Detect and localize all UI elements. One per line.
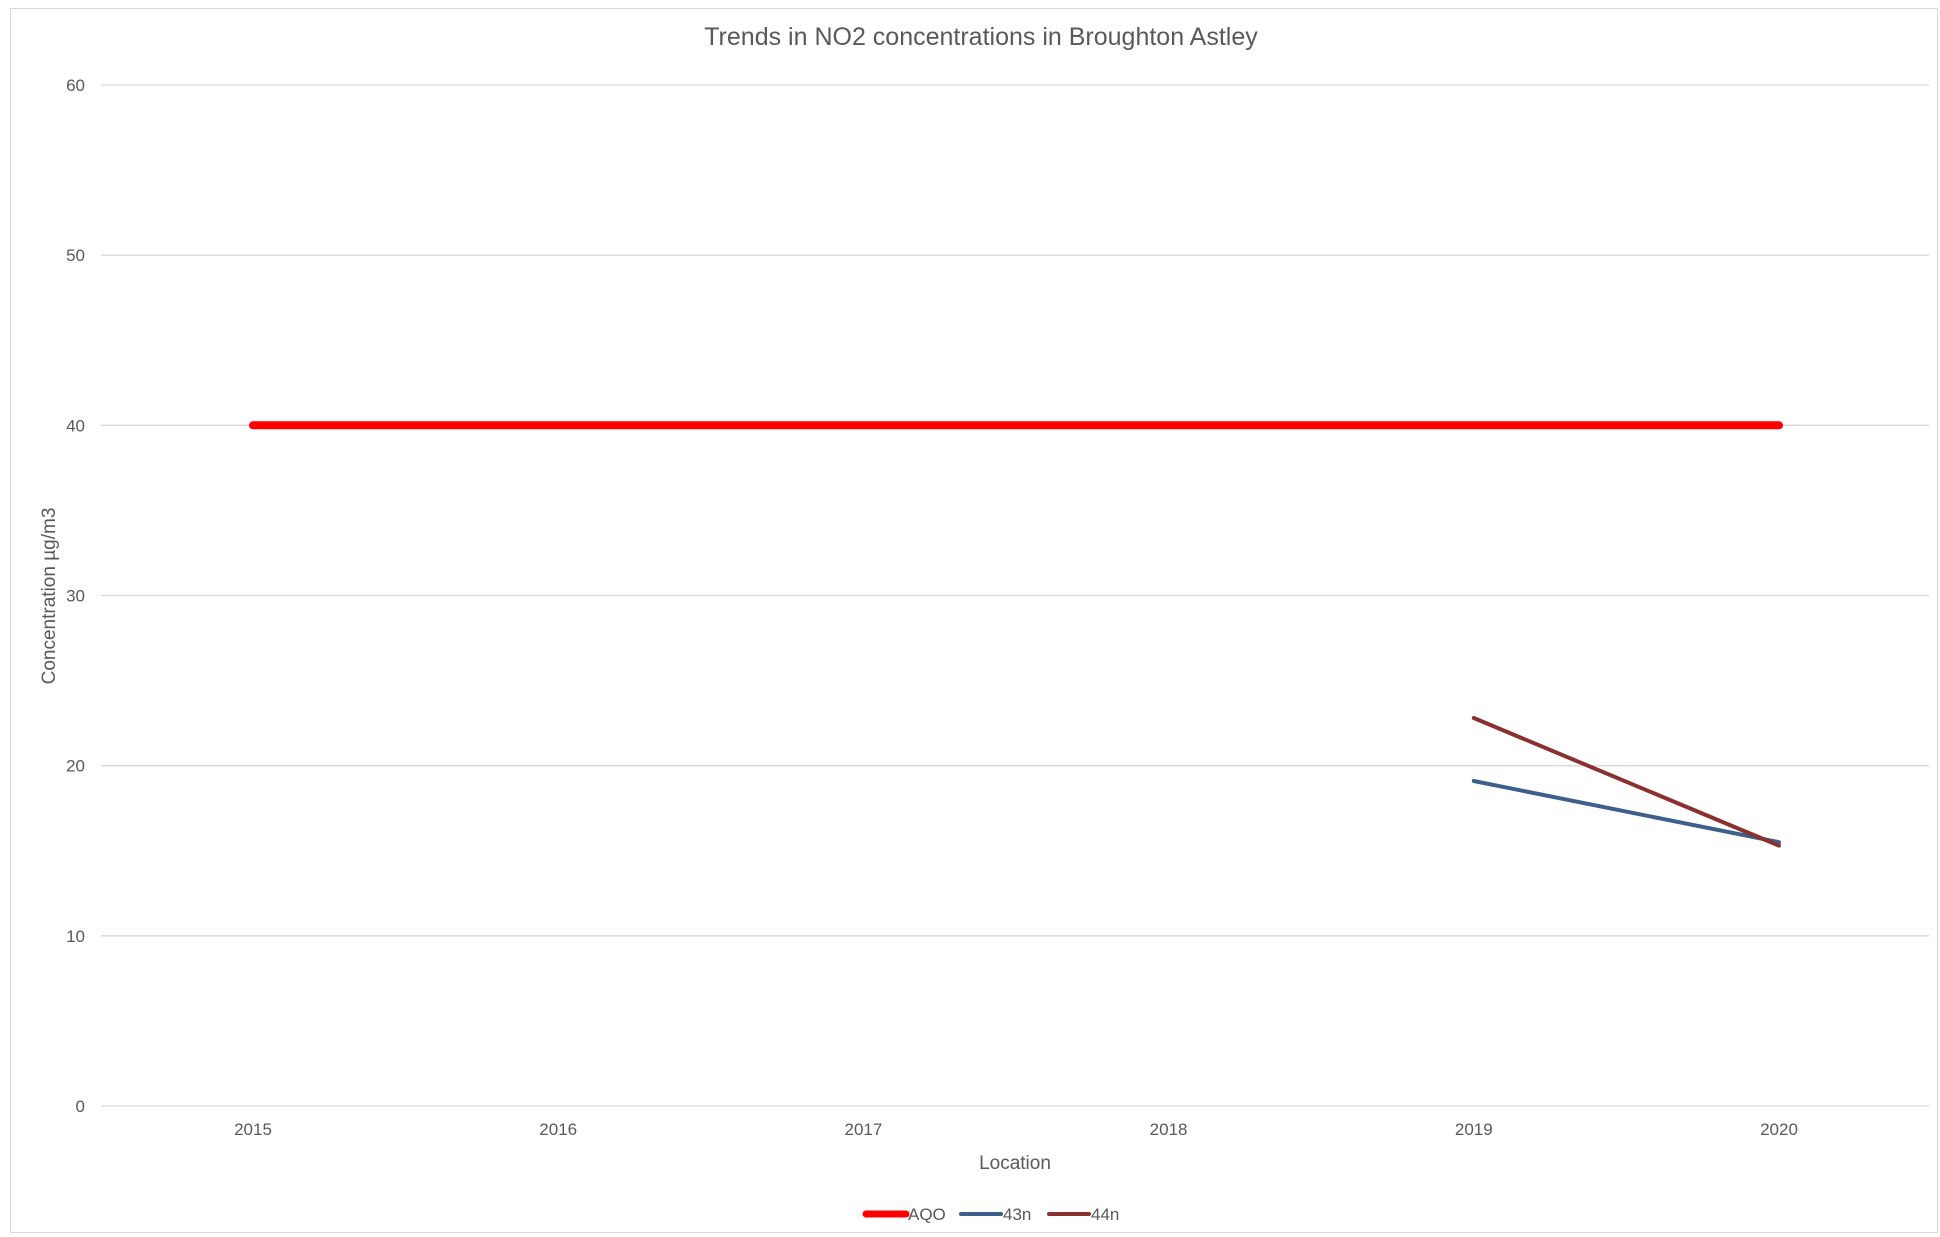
chart-svg: 0 10 20 30 40 50 60 2015 2016 2017 2018 2019 2020 T…: [39, 23, 1929, 1224]
y-tick-label: 0: [76, 1097, 85, 1116]
x-tick-label: 2015: [234, 1120, 272, 1139]
x-tick-label: 2016: [539, 1120, 577, 1139]
y-tick-label: 20: [66, 757, 85, 776]
series-line-44n: [1471, 716, 1781, 848]
y-tick-label: 40: [66, 416, 85, 435]
chart-title: Trends in NO2 concentrations in Broughto…: [704, 23, 1258, 51]
legend-label-43n: 43n: [1003, 1205, 1031, 1224]
y-tick-label: 10: [66, 927, 85, 946]
x-tick-label: 2019: [1455, 1120, 1493, 1139]
series-lines: [249, 421, 1783, 848]
y-tick-label: 50: [66, 246, 85, 265]
x-axis-title: Location: [979, 1153, 1051, 1174]
gridlines: [101, 84, 1929, 1107]
x-tick-label: 2017: [844, 1120, 882, 1139]
legend-label-aqo: AQO: [908, 1205, 946, 1224]
x-tick-label: 2018: [1150, 1120, 1188, 1139]
legend-label-44n: 44n: [1091, 1205, 1119, 1224]
y-tick-label: 60: [66, 76, 85, 95]
y-tick-label: 30: [66, 587, 85, 606]
x-tick-label: 2020: [1760, 1120, 1798, 1139]
y-axis-title: Concentration µg/m3: [39, 508, 60, 685]
chart-frame: 0 10 20 30 40 50 60 2015 2016 2017 2018 2019 2020 T…: [10, 8, 1938, 1233]
x-tick-labels: 2015 2016 2017 2018 2019 2020: [234, 1120, 1798, 1139]
y-tick-labels: 0 10 20 30 40 50 60: [66, 76, 85, 1116]
legend: AQO 43n 44n: [862, 1205, 1119, 1224]
series-line-43n: [1471, 779, 1781, 845]
